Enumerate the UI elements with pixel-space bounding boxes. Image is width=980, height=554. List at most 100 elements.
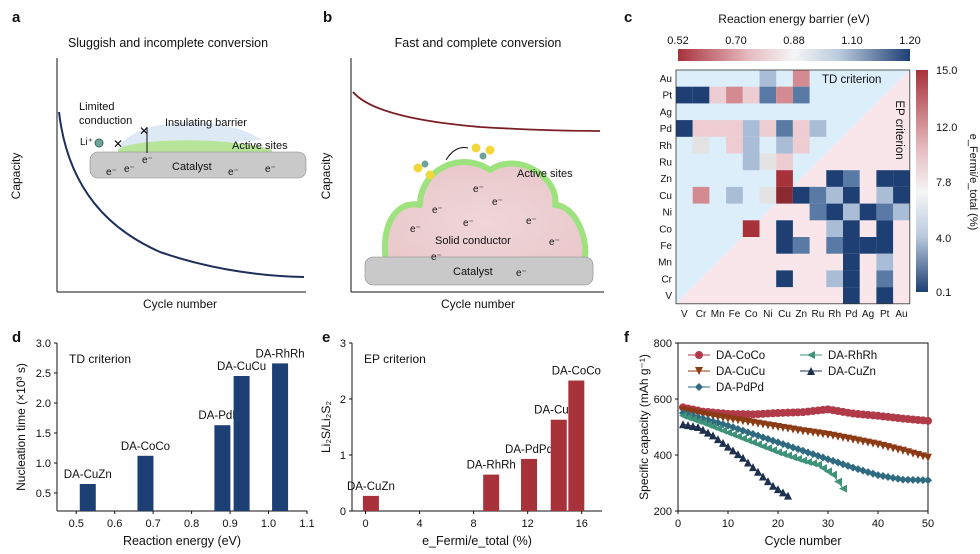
legend-marker xyxy=(807,351,815,359)
x-axis-label: e_Fermi/e_total (%) xyxy=(422,534,532,548)
bar-label: DA-RhRh xyxy=(467,460,516,472)
series-marker xyxy=(749,463,757,472)
heatmap-td-cell xyxy=(759,70,777,87)
bar xyxy=(272,363,289,511)
panel-a-li-ion xyxy=(94,138,104,148)
panel-letter-d: d xyxy=(12,329,21,346)
heatmap-row-label: V xyxy=(665,291,672,302)
y-tick-label: 2.5 xyxy=(36,368,51,380)
chart-legend: EP criterion xyxy=(364,352,426,366)
y-tick-label: 3 xyxy=(340,338,346,350)
colorbar-right-tick-2: 7.8 xyxy=(936,177,951,189)
panel-a-limited-line2: conduction xyxy=(79,115,132,127)
series-marker xyxy=(884,472,892,481)
heatmap-td-cell xyxy=(776,86,793,104)
heatmap-td-cell xyxy=(709,120,727,137)
heatmap-ep-cell xyxy=(809,186,827,204)
panel-f: f 200 400 600 800 0 10 20 30 40 50 DA-CoCo DA-CuCu D… xyxy=(624,329,934,548)
heatmap-ep-cell xyxy=(893,170,910,187)
bar xyxy=(568,380,585,511)
heatmap-row-label: Mn xyxy=(658,258,672,269)
x-axis-label: Reaction energy (eV) xyxy=(123,534,241,548)
panel-b-xlabel: Cycle number xyxy=(441,297,515,311)
panel-b-s-atom-1 xyxy=(413,163,423,173)
heatmap-ep-cell xyxy=(843,186,860,204)
series-marker xyxy=(924,476,932,485)
legend-marker xyxy=(695,351,703,359)
heatmap-col-label: Au xyxy=(895,309,907,320)
heatmap-ep-label: EP criterion xyxy=(893,100,905,159)
heatmap-td-cell xyxy=(692,186,710,204)
heatmap-row-label: Rh xyxy=(659,141,672,152)
heatmap-ep-cell xyxy=(876,253,894,271)
legend-marker xyxy=(695,383,703,391)
heatmap-td-cell xyxy=(759,86,777,104)
heatmap-td-cell xyxy=(742,136,760,154)
heatmap-ep-cell xyxy=(859,203,877,221)
heatmap-td-cell xyxy=(692,86,710,104)
heatmap-td-label: TD criterion xyxy=(822,74,881,86)
series-marker xyxy=(724,442,732,451)
panel-letter-c: c xyxy=(624,9,632,26)
series-marker xyxy=(804,458,812,466)
panel-letter-a: a xyxy=(12,9,21,26)
heatmap-td-cell xyxy=(726,136,743,154)
series-marker xyxy=(874,471,882,480)
bar-label: DA-CuZn xyxy=(64,469,112,481)
panel-a-li-label: Li⁺ xyxy=(80,137,93,148)
panel-b-catalyst xyxy=(364,256,594,286)
panel-a-catalyst xyxy=(89,151,307,179)
bar-label: DA-CuCu xyxy=(217,361,266,373)
bar xyxy=(214,425,231,511)
bar xyxy=(233,376,250,511)
heatmap-td-cell xyxy=(676,120,693,137)
x-tick-label: 0.6 xyxy=(107,518,122,530)
panel-b: b Fast and complete conversion Capacity … xyxy=(319,9,604,311)
x-tick-label: 16 xyxy=(576,518,588,530)
bar-label: DA-CuZn xyxy=(347,481,395,493)
heatmap-ep-cell xyxy=(843,270,860,288)
heatmap-ep-cell xyxy=(876,170,894,187)
legend-label: DA-CoCo xyxy=(716,350,765,362)
heatmap-ep-cell xyxy=(876,287,894,304)
x-tick-label: 40 xyxy=(872,518,884,530)
legend-marker xyxy=(807,367,815,375)
heatmap-col-label: Ni xyxy=(763,309,772,320)
heatmap-td-cell xyxy=(692,120,710,137)
panel-a: a Sluggish and incomplete conversion Cap… xyxy=(9,9,307,311)
heatmap-row-label: Fe xyxy=(660,241,672,252)
panel-b-electron-5: e⁻ xyxy=(463,218,474,229)
panel-letter-f: f xyxy=(624,329,630,346)
series-marker xyxy=(729,446,737,455)
y-tick-label: 0.5 xyxy=(36,488,51,500)
y-tick-label: 1.5 xyxy=(36,428,51,440)
heatmap-col-label: Pt xyxy=(880,309,890,320)
heatmap-col-label: Mn xyxy=(711,309,725,320)
heatmap-ep-cell xyxy=(843,237,860,254)
heatmap-col-label: Pd xyxy=(845,309,857,320)
heatmap-row-label: Ru xyxy=(659,158,672,169)
series-marker xyxy=(759,472,767,481)
heatmap-td-cell xyxy=(759,153,777,171)
heatmap-col-label: Zn xyxy=(795,309,807,320)
x-tick-label: 10 xyxy=(722,518,734,530)
series-marker xyxy=(889,473,897,482)
panel-a-capacity-curve xyxy=(58,111,305,278)
series-marker xyxy=(679,420,687,429)
series-marker xyxy=(879,472,887,481)
heatmap-col-label: V xyxy=(681,309,688,320)
y-tick-label: 1.0 xyxy=(36,458,51,470)
panel-letter-e: e xyxy=(322,329,330,346)
y-axis-label: Specific capacity (mAh g⁻¹) xyxy=(637,354,651,500)
heatmap-td-cell xyxy=(776,136,793,154)
series-marker xyxy=(909,475,917,484)
colorbar-tick-0: 0.52 xyxy=(667,35,688,47)
heatmap-row-label: Co xyxy=(659,224,672,235)
heatmap-ep-cell xyxy=(876,186,894,204)
heatmap-row-label: Ag xyxy=(660,107,672,118)
heatmap-row-label: Cr xyxy=(661,274,672,285)
panel-a-xlabel: Cycle number xyxy=(143,297,217,311)
heatmap-td-cell xyxy=(742,86,760,104)
